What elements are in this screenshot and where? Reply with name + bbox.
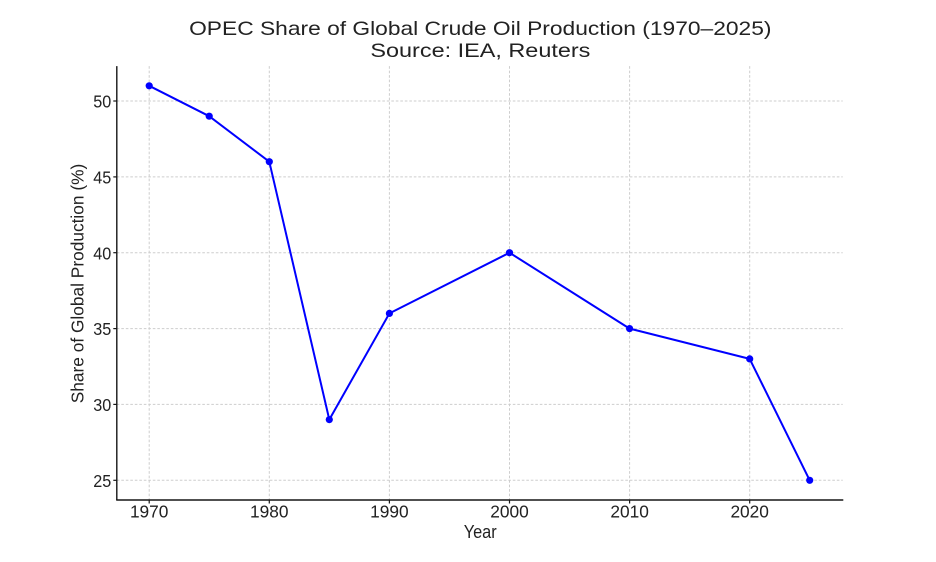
svg-text:Source: IEA, Reuters: Source: IEA, Reuters [370, 40, 590, 62]
svg-text:35: 35 [93, 319, 111, 339]
svg-text:OPEC Share of Global Crude Oil: OPEC Share of Global Crude Oil Productio… [189, 18, 771, 40]
svg-text:1980: 1980 [250, 502, 289, 522]
svg-text:50: 50 [93, 92, 111, 112]
svg-text:2020: 2020 [730, 502, 769, 522]
svg-text:Year: Year [464, 522, 497, 542]
svg-text:1970: 1970 [130, 502, 169, 522]
svg-text:45: 45 [93, 168, 111, 188]
svg-text:2000: 2000 [490, 502, 529, 522]
svg-text:1990: 1990 [370, 502, 409, 522]
svg-text:40: 40 [93, 243, 111, 263]
svg-text:25: 25 [93, 471, 111, 491]
svg-text:Share of Global Production (%): Share of Global Production (%) [67, 164, 87, 404]
svg-text:30: 30 [93, 395, 111, 415]
svg-text:2010: 2010 [610, 502, 649, 522]
